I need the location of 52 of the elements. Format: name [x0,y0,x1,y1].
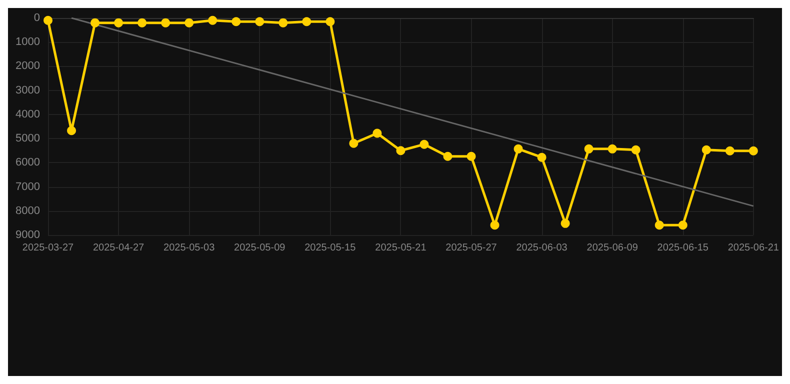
point [514,144,523,154]
point [584,144,594,154]
point [748,146,758,156]
y-tick-label: 7000 [16,180,40,193]
x-tick-label: 2025-05-15 [304,242,356,254]
point [208,16,218,25]
point [631,145,640,154]
y-tick-label: 4000 [16,108,40,120]
point [678,220,688,230]
point [349,138,358,148]
point [725,146,734,156]
point [90,18,100,28]
y-tick-label: 3000 [16,84,40,96]
point [302,17,312,26]
x-tick-label: 2025-05-09 [234,242,286,254]
point [608,144,617,154]
point [443,152,452,161]
point [466,152,476,161]
point [278,18,288,28]
point [654,220,664,230]
point [232,17,241,26]
point [44,16,52,25]
y-tick-label: 5000 [16,132,40,145]
point [396,146,406,156]
x-tick-label: 2025-06-03 [516,242,568,254]
point [372,128,382,138]
point [114,18,124,28]
point [490,220,500,230]
point [537,152,546,162]
x-tick-label: 2025-05-03 [164,242,216,254]
y-tick-label: 9000 [16,229,40,241]
point [420,140,429,149]
point [560,218,570,228]
x-tick-label: 2025-04-27 [92,242,145,254]
x-tick-label: 2025-03-27 [22,242,74,254]
point [138,18,147,28]
x-tick-label: 2025-05-21 [375,242,427,254]
y-tick-label: 1000 [16,36,40,48]
point [702,145,711,154]
y-tick-label: 8000 [16,204,40,217]
point [255,17,264,26]
point [184,18,194,28]
x-tick-label: 2025-05-27 [446,242,498,254]
y-tick-label: 0 [34,12,40,24]
y-tick-label: 2000 [16,60,40,72]
point [67,126,76,136]
x-tick-label: 2025-06-21 [728,242,780,254]
y-tick-label: 6000 [16,156,40,169]
point [326,17,335,26]
point [161,18,170,28]
x-tick-label: 2025-06-09 [586,242,638,254]
x-tick-label: 2025-06-15 [657,242,709,254]
